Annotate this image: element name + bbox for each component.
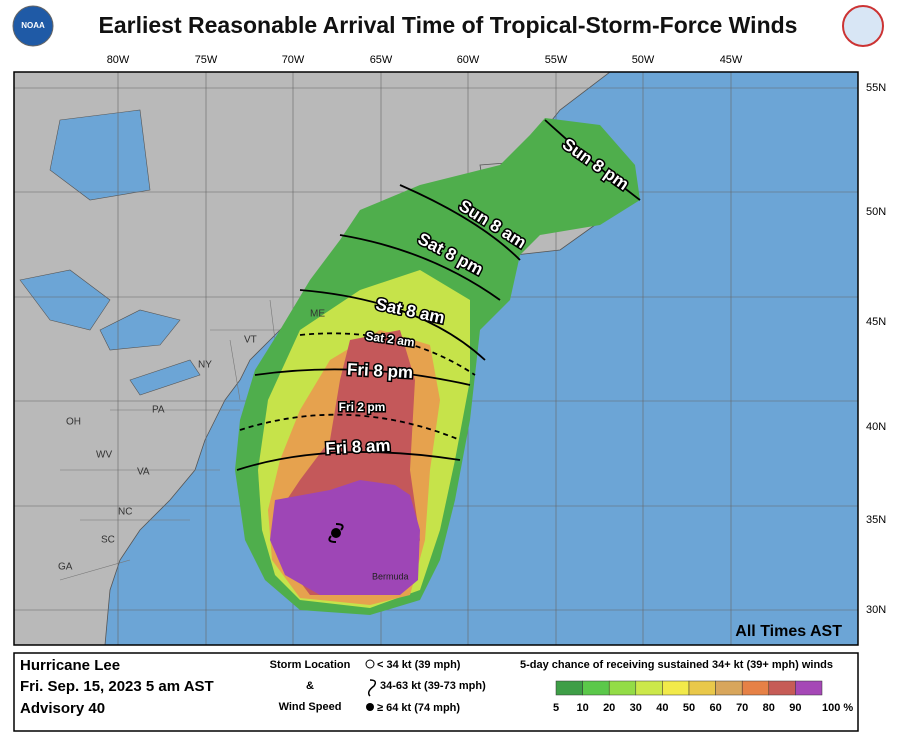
scale-label: 30	[630, 702, 642, 714]
scale-title: 5-day chance of receiving sustained 34+ …	[520, 659, 833, 671]
scale-label: 50	[683, 702, 695, 714]
lon-label: 50W	[632, 54, 655, 66]
scale-label: 80	[763, 702, 775, 714]
scale-label: 5	[553, 702, 559, 714]
lon-label: 75W	[195, 54, 218, 66]
state-label: WV	[96, 450, 112, 461]
lat-label: 50N	[866, 206, 886, 218]
storm-symbol	[328, 523, 344, 543]
color-scale: 5 10 20 30 40 50 60 70 80 90 100 %	[553, 680, 853, 714]
scale-swatch	[635, 680, 663, 696]
title: Earliest Reasonable Arrival Time of Trop…	[99, 12, 798, 38]
symbol-label: ≥ 64 kt (74 mph)	[377, 702, 460, 714]
time-zone-note: All Times AST	[735, 623, 842, 640]
lon-label: 80W	[107, 54, 130, 66]
scale-swatch	[795, 680, 823, 696]
scale-label: 20	[603, 702, 615, 714]
issued: Fri. Sep. 15, 2023 5 am AST	[20, 678, 214, 695]
state-label: ME	[310, 309, 325, 320]
advisory: Advisory 40	[20, 700, 105, 717]
time-lines	[236, 119, 641, 471]
symbol-icon	[365, 659, 375, 669]
symbol-label: 34-63 kt (39-73 mph)	[380, 680, 486, 692]
scale-label: 40	[656, 702, 668, 714]
lon-label: 65W	[370, 54, 393, 66]
scale-swatch	[688, 680, 716, 696]
symbol-title: Wind Speed	[279, 701, 342, 713]
symbol-label: < 34 kt (39 mph)	[377, 659, 461, 671]
prob-100	[270, 480, 420, 595]
symbol-title: &	[306, 680, 314, 692]
borders	[59, 299, 320, 581]
time-label: Fri 8 am	[325, 436, 391, 458]
storm-name: Hurricane Lee	[20, 657, 120, 674]
scale-swatch	[741, 680, 770, 696]
scale-swatch	[715, 680, 743, 696]
scale-label: 100 %	[822, 702, 853, 714]
lat-label: 35N	[866, 514, 886, 526]
time-label: Fri 2 pm	[339, 400, 386, 414]
lon-labels: 80W 75W 70W 65W 60W 55W 50W 45W	[107, 54, 743, 66]
scale-label: 60	[709, 702, 721, 714]
state-label: VA	[137, 467, 150, 478]
scale-swatch	[555, 680, 583, 696]
map-frame	[13, 71, 859, 646]
scale-swatch	[608, 680, 637, 696]
lat-label: 40N	[866, 421, 886, 433]
state-label: VT	[244, 335, 257, 346]
symbol-icon	[366, 703, 374, 711]
logo-text: NOAA	[21, 21, 45, 30]
lakes	[19, 109, 201, 396]
state-label: OH	[66, 417, 81, 428]
place-label: Bermuda	[372, 571, 409, 581]
lat-label: 55N	[866, 82, 886, 94]
scale-label: 10	[576, 702, 588, 714]
lon-label: 45W	[720, 54, 743, 66]
scale-swatch	[768, 680, 796, 696]
lon-label: 55W	[545, 54, 568, 66]
scale-swatch	[582, 680, 610, 696]
map: Sun 8 pm Sun 8 am Sat 8 pm Sat 8 am Sat …	[14, 72, 858, 645]
state-label: NC	[118, 507, 132, 518]
symbol-title: Storm Location	[270, 659, 351, 671]
scale-swatch	[662, 680, 690, 696]
noaa-logo	[12, 5, 54, 47]
scale-label: 90	[789, 702, 801, 714]
nws-logo	[842, 5, 884, 47]
state-label: PA	[152, 405, 165, 416]
lat-labels: 55N 50N 45N 40N 35N 30N	[866, 82, 886, 616]
lon-label: 70W	[282, 54, 305, 66]
state-label: NY	[198, 360, 212, 371]
time-label: Fri 8 pm	[347, 360, 414, 382]
scale-label: 70	[736, 702, 748, 714]
state-label: SC	[101, 535, 115, 546]
lat-label: 30N	[866, 604, 886, 616]
lon-label: 60W	[457, 54, 480, 66]
state-label: GA	[58, 562, 73, 573]
lat-label: 45N	[866, 316, 886, 328]
symbol-icon	[367, 679, 377, 697]
